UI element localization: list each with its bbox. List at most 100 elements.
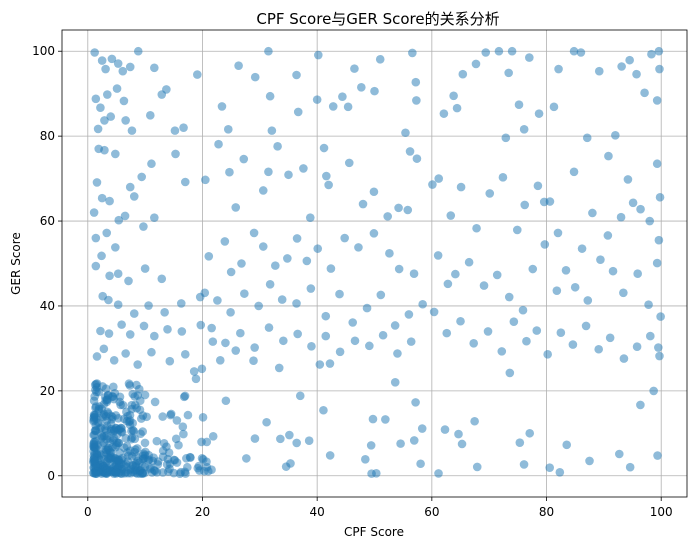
- data-point: [652, 159, 662, 169]
- data-point: [644, 300, 653, 309]
- data-point: [101, 384, 111, 393]
- data-point: [588, 208, 597, 218]
- data-point: [231, 346, 241, 355]
- data-point: [525, 53, 534, 62]
- data-point: [454, 429, 463, 439]
- data-point: [452, 103, 462, 113]
- data-point: [274, 363, 284, 373]
- data-point: [221, 338, 230, 348]
- data-point: [226, 308, 235, 317]
- data-point: [276, 434, 285, 444]
- data-point: [196, 320, 206, 330]
- data-point: [271, 261, 280, 270]
- data-point: [440, 425, 450, 434]
- data-point: [532, 326, 542, 335]
- data-point: [114, 215, 124, 225]
- data-point: [220, 237, 230, 246]
- data-point: [569, 167, 579, 177]
- data-point: [335, 347, 345, 357]
- data-point: [383, 212, 392, 221]
- data-point: [585, 456, 594, 466]
- data-point: [114, 455, 123, 464]
- data-point: [464, 257, 474, 267]
- data-point: [504, 292, 514, 302]
- data-point: [344, 158, 354, 168]
- data-point: [195, 466, 204, 475]
- data-point: [611, 130, 620, 140]
- data-point: [561, 265, 571, 275]
- data-point: [514, 100, 524, 110]
- data-point: [471, 59, 481, 69]
- data-point: [132, 380, 141, 390]
- data-point: [494, 46, 504, 56]
- data-point: [215, 356, 225, 365]
- data-point: [519, 125, 529, 134]
- data-point: [258, 186, 268, 195]
- data-point: [179, 429, 188, 439]
- data-point: [319, 405, 328, 415]
- data-point: [197, 437, 206, 447]
- data-point: [163, 325, 172, 334]
- data-point: [103, 391, 113, 400]
- data-point: [411, 77, 421, 87]
- data-point: [390, 378, 400, 387]
- data-point: [369, 187, 379, 197]
- data-point: [305, 213, 315, 222]
- data-point: [416, 459, 425, 469]
- data-point: [104, 329, 114, 338]
- data-point: [127, 460, 137, 470]
- data-point: [417, 424, 427, 433]
- data-point: [619, 354, 629, 363]
- data-point: [636, 204, 645, 214]
- data-point: [403, 205, 413, 215]
- data-point: [176, 299, 186, 308]
- data-point: [401, 128, 410, 138]
- data-point: [144, 450, 153, 460]
- data-point: [265, 280, 275, 289]
- data-point: [135, 405, 145, 415]
- data-point: [101, 445, 111, 454]
- data-point: [472, 462, 482, 472]
- data-point: [625, 55, 634, 65]
- data-point: [113, 300, 123, 309]
- data-point: [456, 316, 465, 326]
- data-point: [258, 242, 268, 251]
- data-point: [582, 133, 592, 143]
- y-tick-label: 60: [40, 214, 55, 228]
- data-point: [456, 182, 466, 192]
- data-point: [411, 398, 420, 407]
- data-point: [180, 391, 190, 401]
- data-point: [376, 290, 386, 300]
- data-point: [225, 167, 234, 177]
- data-point: [321, 331, 331, 341]
- x-tick-label: 20: [195, 505, 210, 519]
- data-point: [121, 116, 130, 125]
- data-point: [125, 410, 135, 420]
- data-point: [138, 461, 147, 471]
- data-point: [117, 424, 126, 433]
- data-point: [472, 223, 481, 233]
- data-point: [292, 70, 301, 80]
- data-point: [307, 341, 316, 351]
- data-point: [442, 328, 452, 338]
- data-point: [409, 269, 419, 278]
- data-point: [581, 321, 591, 331]
- data-point: [443, 279, 453, 289]
- data-point: [509, 317, 519, 326]
- data-point: [470, 416, 479, 426]
- data-point: [125, 182, 135, 192]
- data-point: [92, 178, 102, 187]
- data-point: [325, 451, 335, 460]
- data-point: [115, 397, 124, 407]
- data-point: [623, 175, 633, 184]
- data-point: [396, 439, 405, 448]
- data-point: [197, 364, 207, 374]
- data-point: [632, 69, 641, 79]
- data-point: [90, 48, 99, 57]
- data-point: [267, 126, 277, 135]
- data-point: [656, 312, 665, 321]
- data-point: [370, 86, 379, 96]
- data-point: [633, 269, 642, 278]
- data-point: [121, 349, 130, 358]
- data-point: [90, 426, 100, 436]
